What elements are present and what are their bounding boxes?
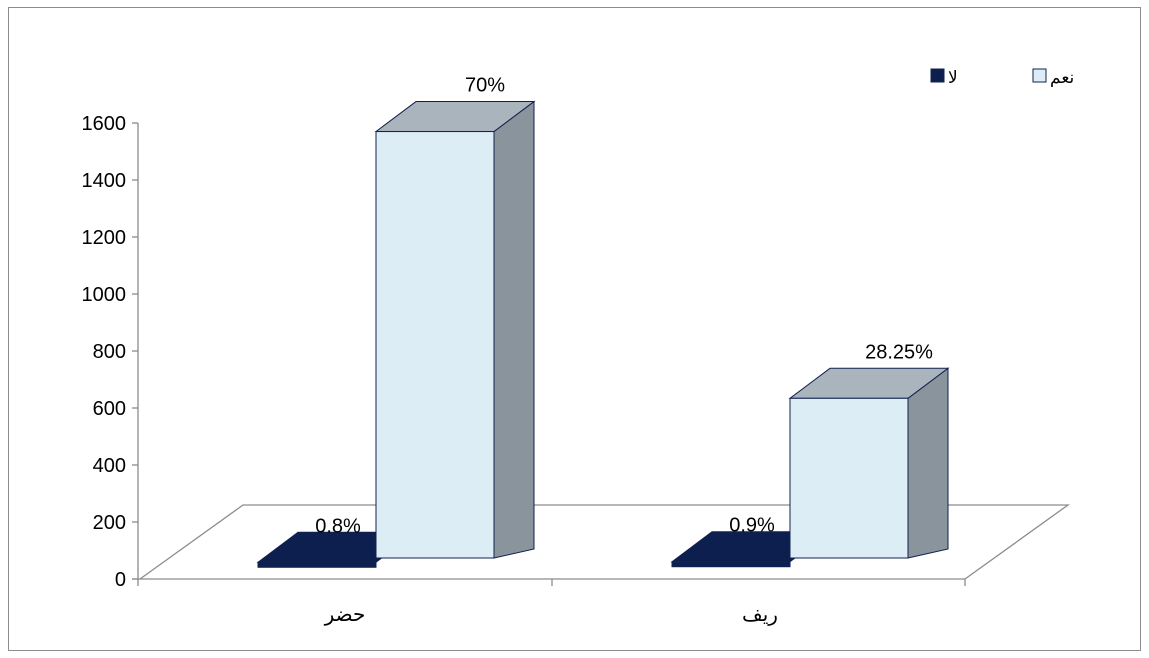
- y-tick-label: 800: [93, 341, 126, 363]
- y-tick-label: 0: [115, 569, 126, 591]
- value-axis: 0 200 400 600 800 1000 1200 1400 1600: [82, 113, 966, 591]
- bar-front: [789, 397, 909, 559]
- category-label-0: حضر: [324, 602, 366, 626]
- data-label-no-1: 0.9%: [729, 515, 775, 537]
- data-labels: 0.8% 70% 0.9% 28.25%: [315, 75, 933, 538]
- legend: نعم لا: [930, 68, 1074, 88]
- bar-yes-0: [374, 100, 536, 559]
- bar-front: [257, 561, 377, 568]
- legend-label-yes: نعم: [1050, 68, 1074, 88]
- y-tick-label: 400: [93, 455, 126, 477]
- category-label-1: ريف: [742, 602, 778, 626]
- y-tick-label: 1400: [82, 170, 127, 192]
- y-tick-label: 200: [93, 512, 126, 534]
- bar-front: [671, 561, 791, 568]
- y-tick-label: 600: [93, 398, 126, 420]
- data-label-no-0: 0.8%: [315, 515, 361, 537]
- chart-frame: [8, 7, 1141, 651]
- y-tick-label: 1600: [82, 113, 127, 135]
- legend-label-no: لا: [948, 68, 958, 88]
- bar-side: [907, 367, 949, 559]
- y-tick-label: 1000: [82, 284, 127, 306]
- category-axis-labels: حضر ريف: [324, 602, 778, 626]
- bar-front: [375, 131, 495, 559]
- floor-outline: [139, 504, 1071, 580]
- bar-side: [493, 100, 535, 559]
- data-label-yes-0: 70%: [465, 75, 505, 97]
- bar-yes-1: [788, 367, 950, 559]
- chart-floor: [139, 504, 1071, 580]
- bars: [256, 100, 950, 568]
- legend-swatch-no: [930, 68, 945, 83]
- data-label-yes-1: 28.25%: [865, 341, 933, 363]
- legend-swatch-yes: [1032, 68, 1047, 83]
- y-tick-label: 1200: [82, 227, 127, 249]
